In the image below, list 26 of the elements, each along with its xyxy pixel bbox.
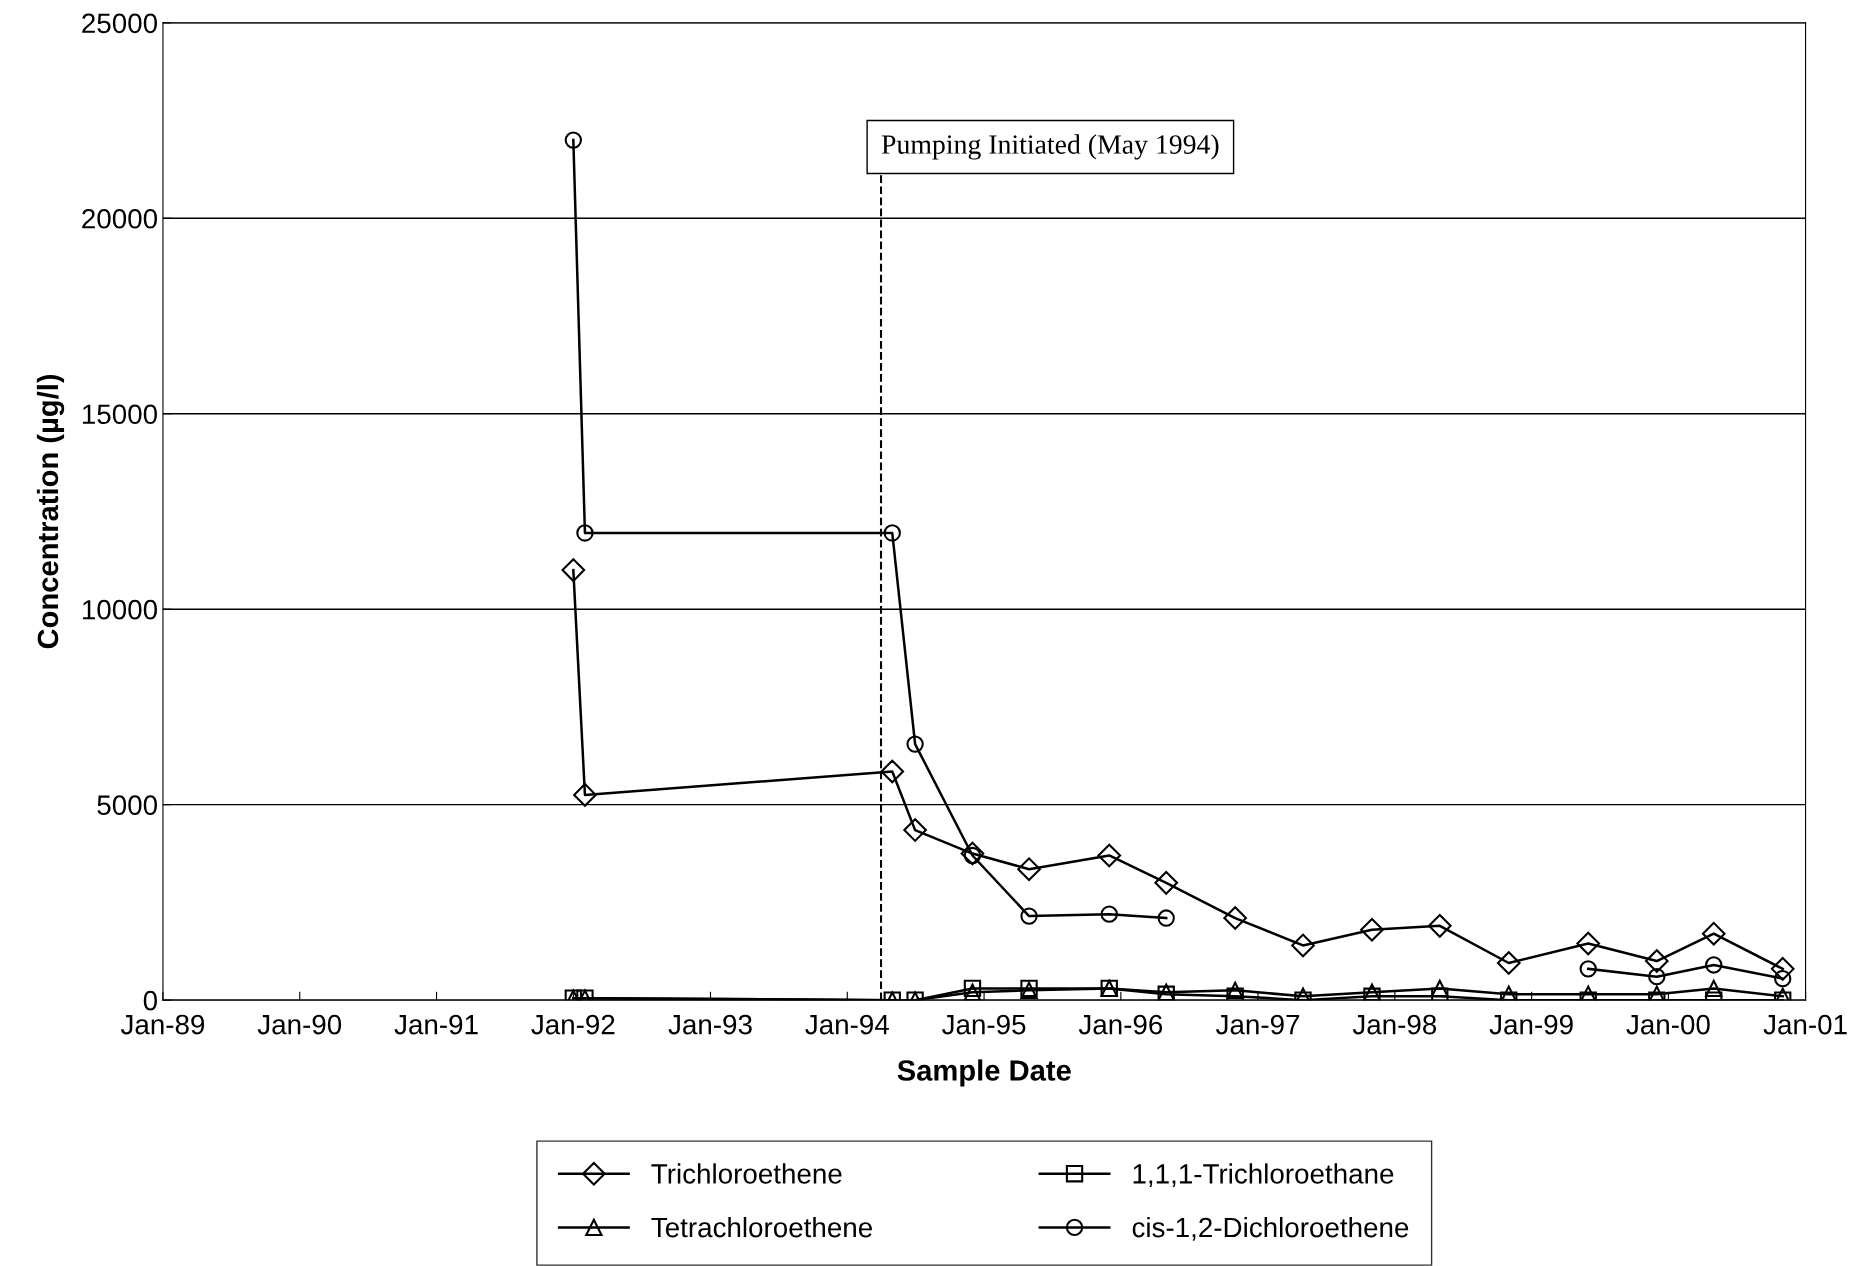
y-tick-label: 5000 [97,795,158,816]
x-tick-label: Jan-93 [668,1014,752,1035]
x-tick-label: Jan-94 [805,1014,889,1035]
x-tick-label: Jan-91 [394,1014,478,1035]
x-tick-label: Jan-00 [1626,1014,1710,1035]
x-tick-label: Jan-98 [1352,1014,1437,1035]
x-tick-label: Jan-90 [257,1014,342,1035]
y-tick-label: 10000 [82,599,158,620]
x-axis-title: Sample Date [897,1059,1071,1087]
x-tick-label: Jan-92 [531,1014,615,1035]
y-tick-label: 0 [143,990,157,1011]
legend-label: 1,1,1-Trichloroethane [1133,1163,1394,1187]
ref-line-label: Pumping Initiated (May 1994) [881,134,1219,160]
legend-label: Trichloroethene [651,1163,842,1184]
y-tick-label: 15000 [82,404,158,425]
x-tick-label: Jan-89 [120,1014,205,1035]
y-tick-label: 25000 [82,13,158,34]
legend-label: cis-1,2-Dichloroethene [1132,1216,1409,1241]
legend-label: Tetrachloroethene [651,1216,872,1238]
y-tick-label: 20000 [82,208,158,229]
x-tick-label: Jan-97 [1216,1014,1300,1035]
y-axis-title: Concentration (µg/l) [36,374,65,649]
x-tick-label: Jan-96 [1078,1014,1163,1035]
x-tick-label: Jan-95 [942,1014,1026,1035]
x-tick-label: Jan-01 [1763,1014,1847,1035]
x-tick-label: Jan-99 [1489,1014,1573,1035]
